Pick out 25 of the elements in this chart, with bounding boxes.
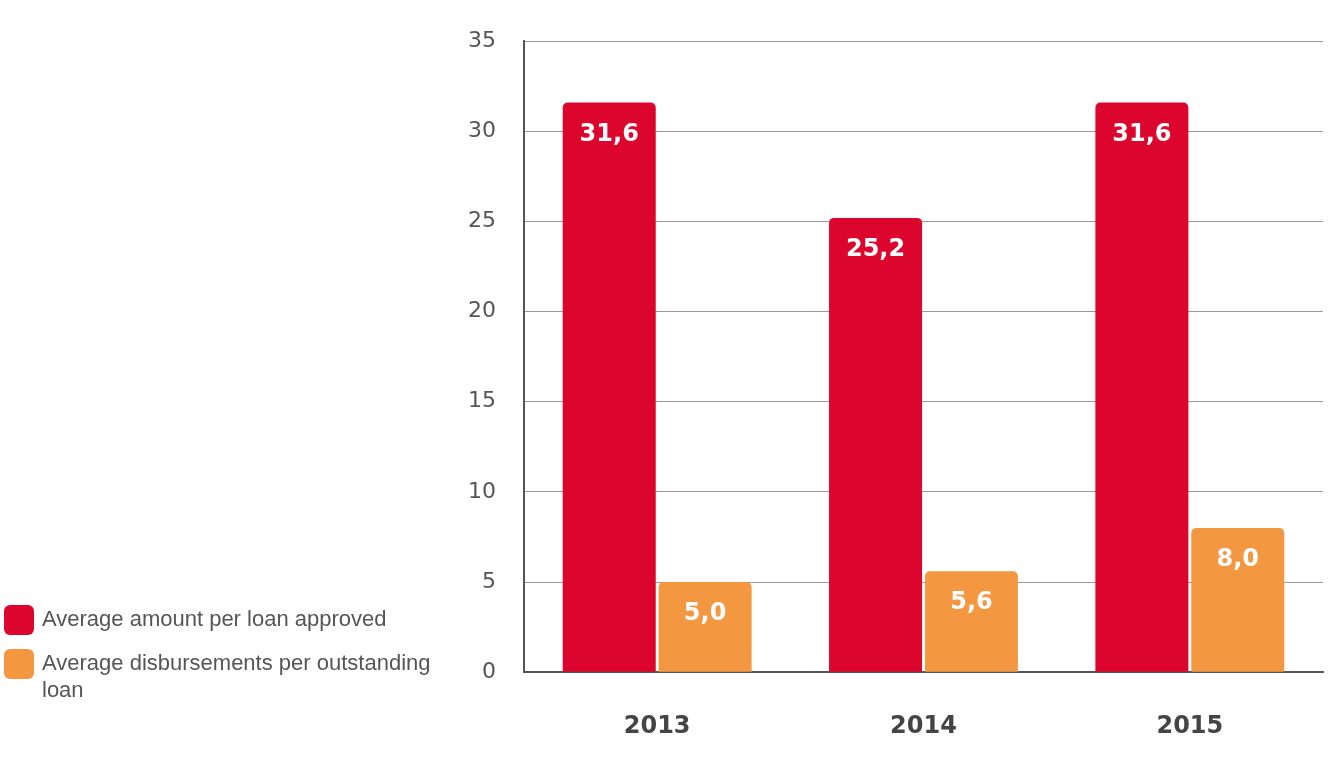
y-tick-label: 5 (481, 567, 496, 593)
bar (1095, 102, 1189, 672)
data-label: 31,6 (579, 118, 639, 147)
data-label: 5,6 (950, 587, 993, 616)
y-tick-label: 20 (467, 297, 496, 323)
bar (924, 571, 1018, 672)
bar (562, 102, 656, 672)
bar (1191, 527, 1285, 672)
x-tick-label: 2015 (1156, 710, 1224, 739)
legend-label: Average amount per loan approved (42, 605, 387, 632)
data-label: 31,6 (1112, 118, 1172, 147)
x-tick-label: 2013 (623, 710, 691, 739)
y-tick-label: 15 (467, 387, 496, 413)
y-tick-label: 35 (467, 26, 496, 52)
y-tick-label: 30 (467, 117, 496, 143)
data-label: 5,0 (683, 598, 727, 627)
y-tick-label: 25 (467, 207, 496, 233)
y-tick-label: 0 (481, 657, 496, 683)
legend-label: Average disbursements per outstanding loan (42, 649, 432, 703)
bar (658, 582, 752, 672)
data-label: 8,0 (1216, 544, 1260, 573)
x-tick-label: 2014 (890, 710, 957, 739)
y-tick-label: 10 (467, 477, 496, 503)
bar (829, 217, 923, 672)
data-label: 25,2 (845, 234, 906, 263)
